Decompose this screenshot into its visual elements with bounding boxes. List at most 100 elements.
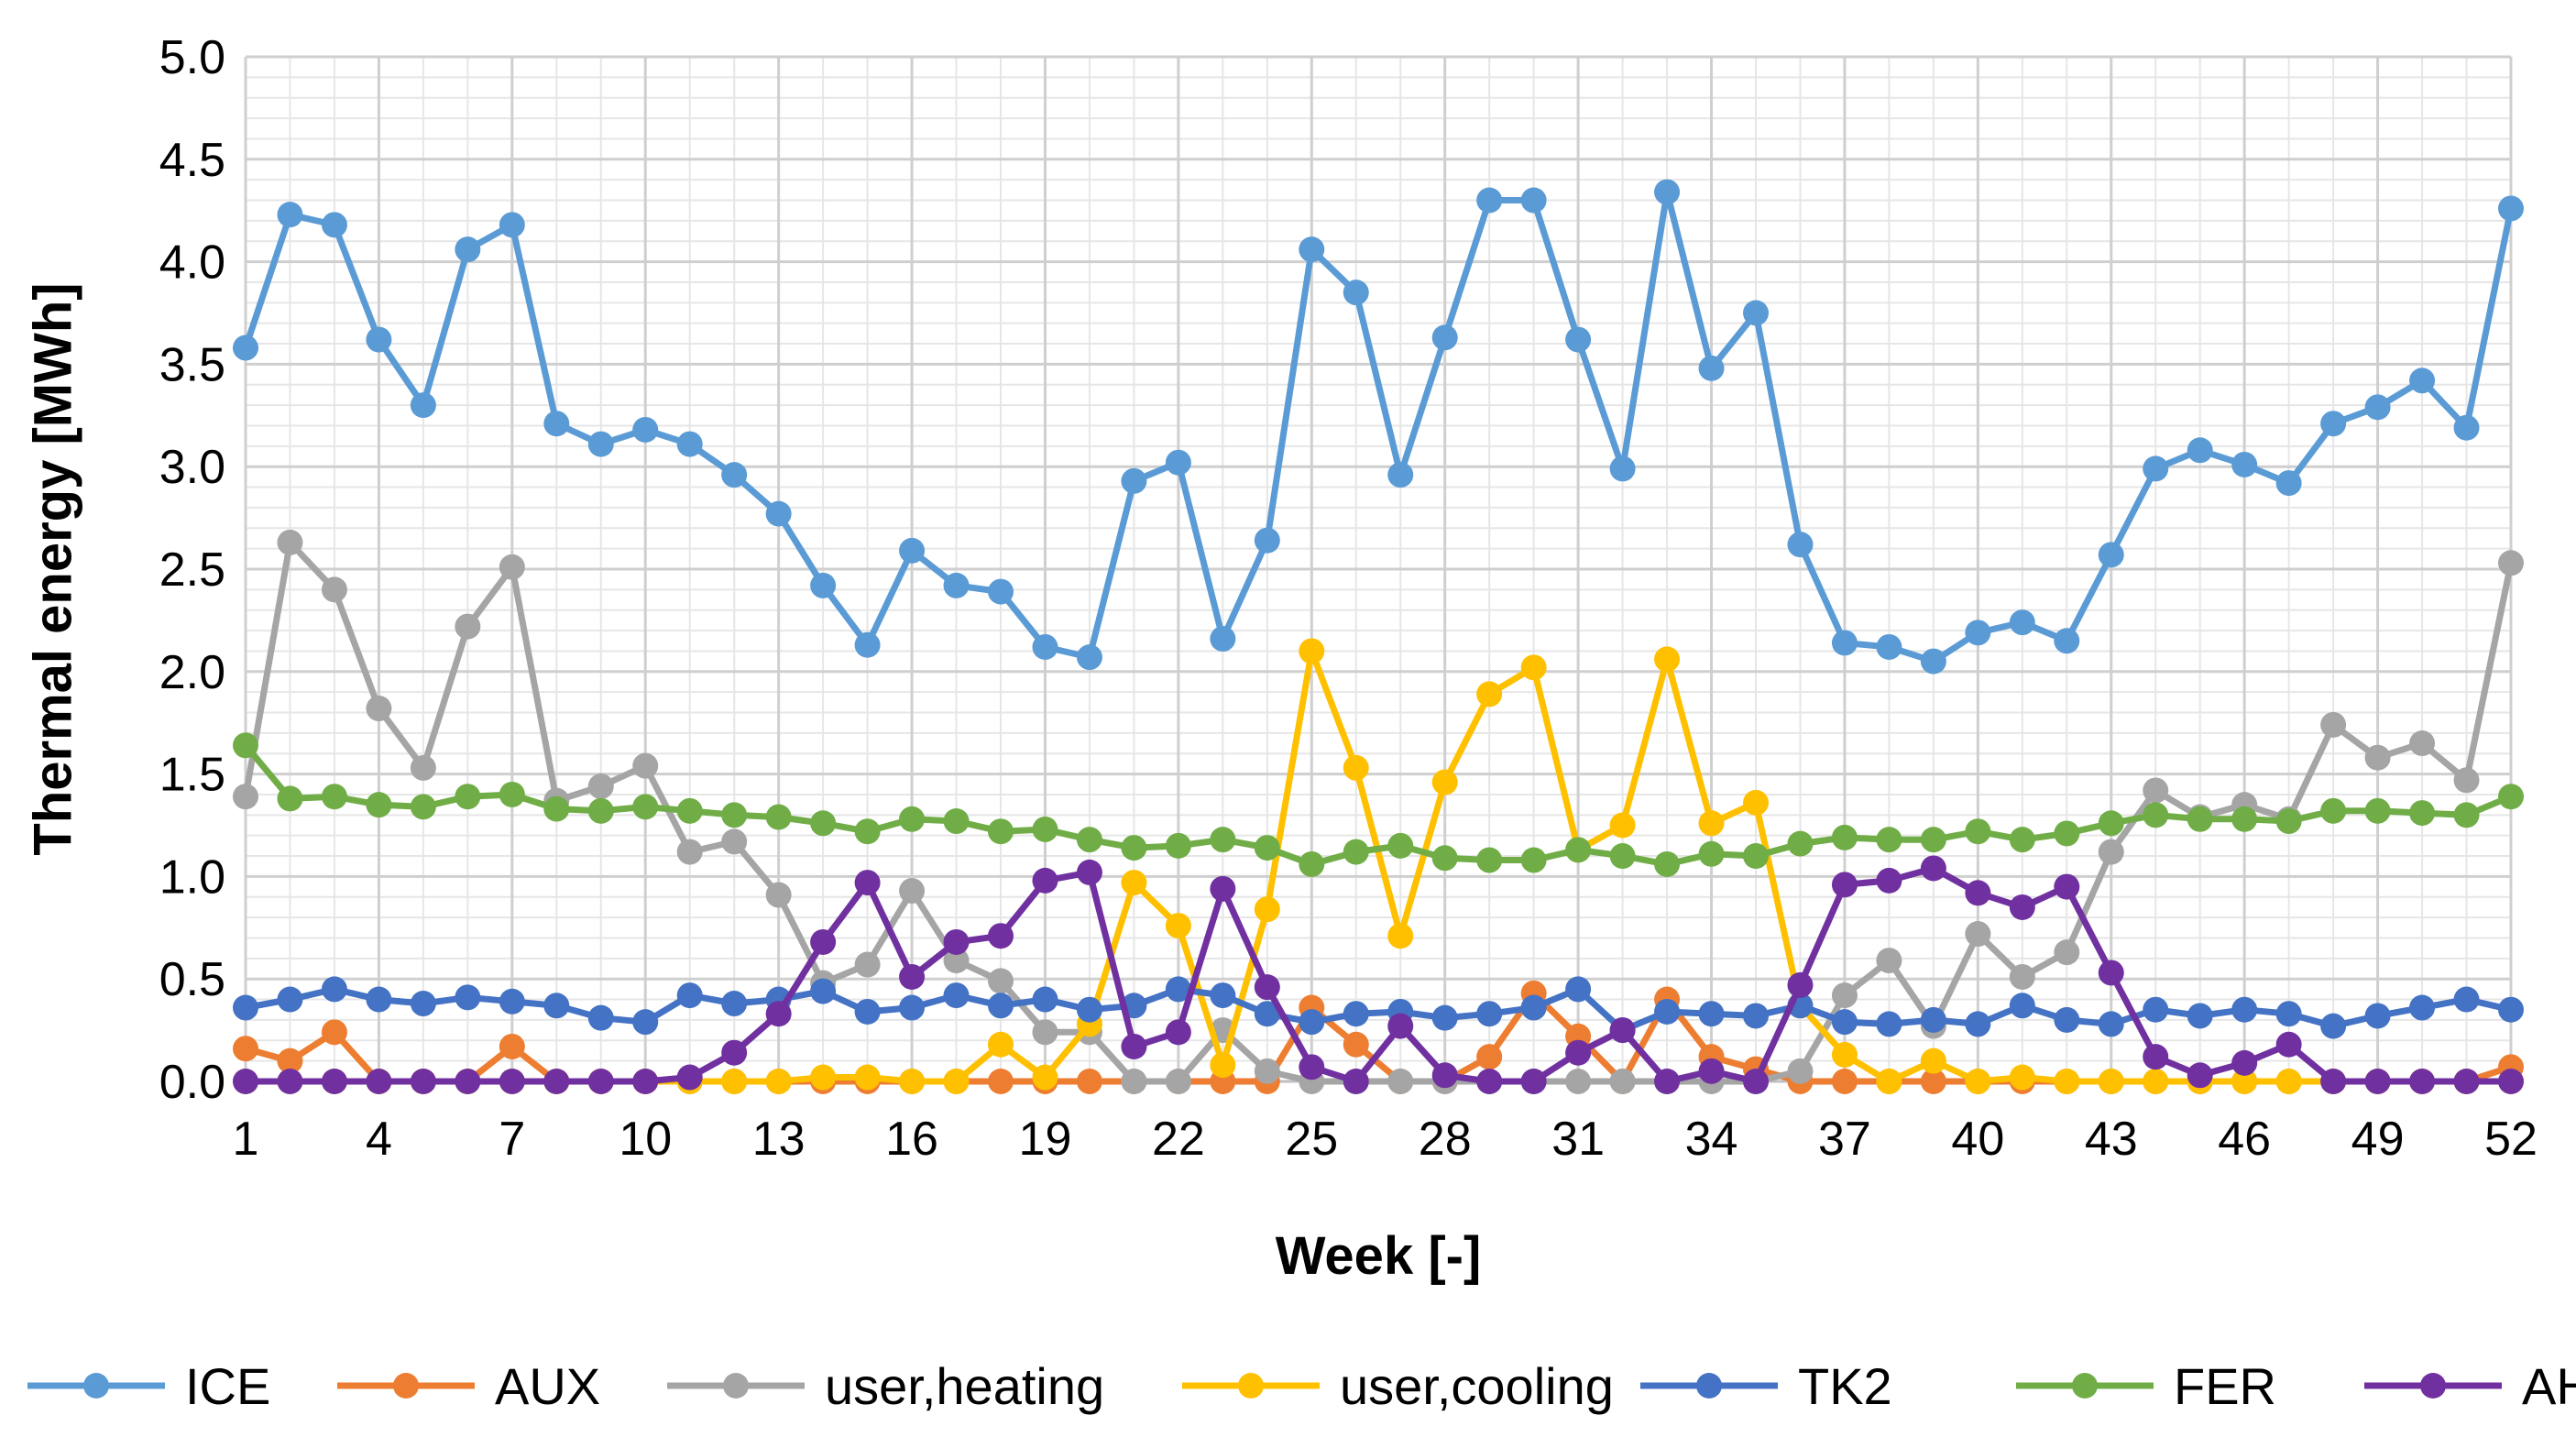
data-point-ice — [1387, 462, 1414, 488]
data-point-fer — [1743, 843, 1769, 870]
data-point-ahx — [1520, 1069, 1547, 1094]
data-point-ice — [1343, 280, 1369, 306]
data-point-tk2 — [1520, 994, 1547, 1021]
data-point-fer — [277, 785, 303, 812]
data-point-user-heating — [676, 839, 703, 865]
data-point-tk2 — [1299, 1009, 1325, 1036]
legend-item-ice: ICE — [27, 1357, 270, 1415]
legend-item-fer: FER — [2016, 1357, 2276, 1415]
data-point-aux — [1343, 1031, 1369, 1058]
data-point-ice — [2364, 394, 2391, 421]
x-tick-label: 40 — [1951, 1113, 2004, 1166]
data-point-ice — [676, 431, 703, 457]
series-layer — [233, 179, 2524, 1094]
legend-marker-user-heating — [723, 1373, 749, 1399]
data-point-user-cooling — [765, 1069, 792, 1094]
legend-item-tk2: TK2 — [1640, 1357, 1892, 1415]
data-point-user-heating — [587, 773, 614, 800]
x-tick-label: 31 — [1551, 1113, 1605, 1166]
data-point-ahx — [455, 1069, 481, 1094]
data-point-user-heating — [2320, 711, 2347, 738]
x-tick-label: 22 — [1152, 1113, 1205, 1166]
data-point-fer — [1343, 839, 1369, 865]
data-point-tk2 — [587, 1004, 614, 1031]
data-point-ice — [1210, 626, 1236, 653]
x-tick-label: 28 — [1419, 1113, 1472, 1166]
data-point-user-cooling — [1387, 923, 1414, 949]
data-point-ahx — [2275, 1031, 2302, 1058]
series-line-fer — [243, 743, 2513, 868]
data-point-fer — [1654, 850, 1681, 877]
data-point-ahx — [1476, 1069, 1503, 1094]
data-point-ice — [854, 631, 881, 658]
data-point-ice — [1121, 467, 1147, 494]
data-point-user-cooling — [1299, 638, 1325, 664]
data-point-ice — [1787, 532, 1814, 558]
data-point-user-cooling — [1609, 812, 1636, 839]
data-point-ahx — [2409, 1069, 2436, 1094]
data-point-user-heating — [499, 554, 525, 580]
data-point-fer — [1121, 835, 1147, 861]
data-point-tk2 — [2498, 996, 2524, 1023]
data-point-ahx — [899, 963, 926, 990]
data-point-fer — [543, 795, 570, 822]
series-line-tk2 — [245, 985, 2512, 1034]
data-point-user-heating — [2364, 744, 2391, 771]
data-point-fer — [1476, 847, 1503, 873]
data-point-user-cooling — [1920, 1048, 1946, 1074]
y-axis-title: Thermal energy [MWh] — [23, 282, 82, 855]
data-point-user-heating — [277, 529, 303, 555]
data-point-user-cooling — [988, 1031, 1014, 1058]
legend-label-user-cooling: user,cooling — [1340, 1357, 1614, 1415]
data-point-user-heating — [2054, 939, 2080, 966]
y-tick-label: 1.5 — [159, 749, 225, 802]
data-point-fer — [410, 794, 436, 820]
data-point-aux — [277, 1048, 303, 1074]
y-tick-label: 1.0 — [159, 850, 225, 904]
data-point-fer — [1831, 824, 1858, 850]
x-axis-tick-labels: 1 4 7 10 13 16 19 22 25 28 31 34 37 40 43 46 49 52 — [233, 1113, 2538, 1166]
data-point-fer — [233, 732, 258, 759]
data-point-fer — [1876, 827, 1902, 853]
data-point-ice — [1654, 179, 1681, 205]
data-point-ice — [2054, 628, 2080, 654]
data-point-user-heating — [410, 754, 436, 781]
data-point-ice — [587, 431, 614, 457]
data-point-fer — [455, 784, 481, 810]
data-point-tk2 — [988, 993, 1014, 1019]
data-point-user-heating — [2453, 767, 2480, 794]
data-point-ahx — [321, 1069, 347, 1094]
data-point-fer — [366, 792, 392, 818]
data-point-ice — [410, 392, 436, 419]
data-point-user-heating — [765, 882, 792, 908]
data-point-user-heating — [2409, 730, 2436, 757]
data-point-aux — [1076, 1069, 1102, 1094]
data-point-ahx — [810, 928, 837, 955]
data-point-tk2 — [410, 991, 436, 1017]
data-point-fer — [1609, 843, 1636, 870]
data-point-user-heating — [899, 878, 926, 905]
data-point-user-heating — [2498, 550, 2524, 576]
data-point-ahx — [2054, 873, 2080, 900]
data-point-ice — [1743, 300, 1769, 326]
data-point-aux — [1831, 1069, 1858, 1094]
data-point-tk2 — [1920, 1006, 1946, 1033]
series-line-ahx — [246, 865, 2511, 1085]
data-point-fer — [1920, 827, 1946, 853]
data-point-user-heating — [1787, 1058, 1814, 1084]
x-tick-label: 43 — [2085, 1113, 2138, 1166]
data-point-user-cooling — [899, 1069, 926, 1094]
data-point-ice — [2231, 451, 2258, 477]
x-tick-label: 7 — [499, 1113, 525, 1166]
data-point-tk2 — [1965, 1011, 1991, 1037]
data-point-user-heating — [632, 752, 659, 779]
legend-label-ahx: AHX — [2522, 1357, 2576, 1415]
data-point-ahx — [1787, 971, 1814, 998]
data-point-fer — [1520, 847, 1547, 873]
data-point-aux — [321, 1019, 347, 1046]
x-axis-title: Week [-] — [1276, 1226, 1482, 1286]
data-point-ahx — [1387, 1013, 1414, 1039]
data-point-user-cooling — [2098, 1069, 2124, 1094]
data-point-fer — [2098, 810, 2124, 837]
data-point-tk2 — [2320, 1013, 2347, 1039]
